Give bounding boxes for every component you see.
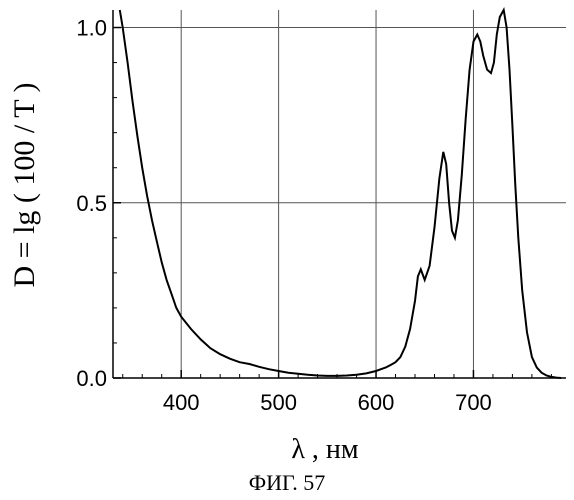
x-tick-label: 400: [163, 390, 200, 415]
x-tick-label: 500: [260, 390, 297, 415]
x-tick-label: 700: [455, 390, 492, 415]
figure-caption: ФИГ. 57: [249, 470, 326, 495]
tick-labels: 400 500 600 700 0.0 0.5 1.0: [76, 16, 491, 415]
x-axis-title: λ , нм: [291, 434, 359, 465]
y-tick-label: 0.5: [76, 191, 107, 216]
plot-frame: [112, 10, 566, 379]
axis-ticks: [113, 26, 552, 379]
y-tick-label: 0.0: [76, 366, 107, 391]
y-tick-label: 1.0: [76, 16, 107, 41]
x-tick-label: 600: [358, 390, 395, 415]
absorption-curve: [118, 7, 562, 379]
y-axis-title: D = lg ( 100 / T ): [8, 83, 41, 288]
grid-lines: [113, 10, 566, 378]
